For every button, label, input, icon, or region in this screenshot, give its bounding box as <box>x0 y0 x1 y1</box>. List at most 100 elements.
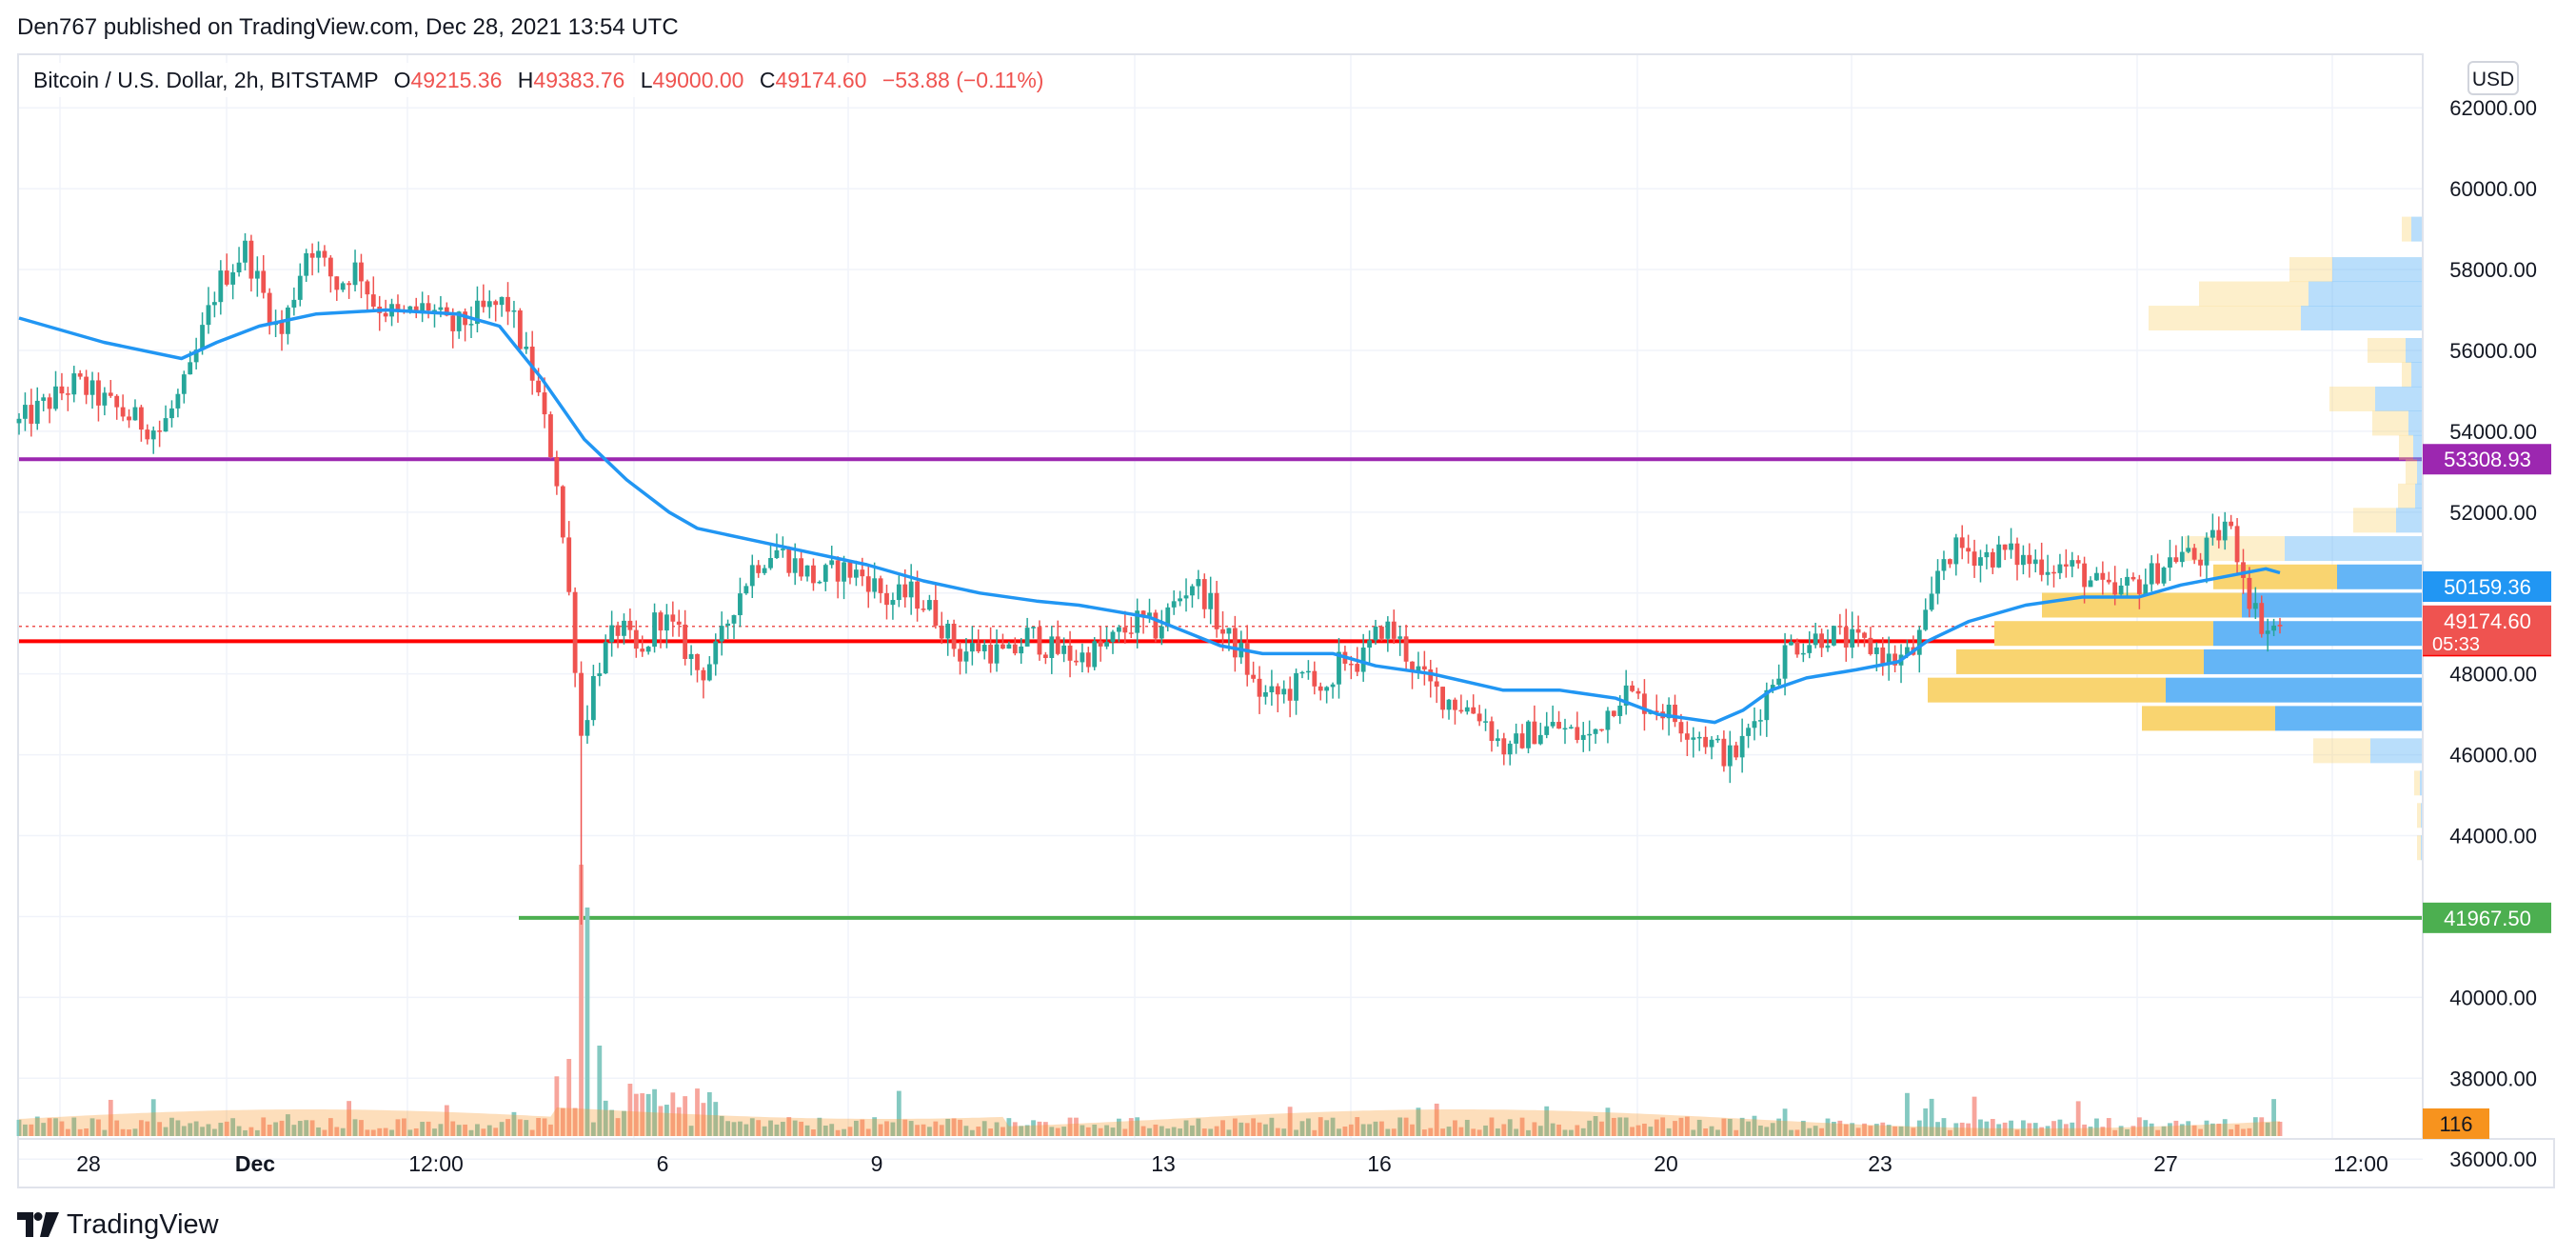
candle-body <box>2179 551 2185 563</box>
vp-up-bar <box>2402 362 2411 388</box>
candle-body <box>585 720 590 736</box>
volume-bar <box>2168 1123 2172 1136</box>
candle-body <box>1080 652 1085 663</box>
volume-badge <box>2423 1108 2489 1139</box>
candle-body <box>1862 632 1867 638</box>
volume-bar <box>1544 1106 1550 1136</box>
time-axis[interactable]: 28 Dec 12:00 6 9 13 16 20 23 27 12:00 <box>17 1138 2555 1176</box>
volume-bar <box>322 1129 327 1136</box>
candle-body <box>1360 648 1366 672</box>
volume-bar <box>188 1123 193 1136</box>
candle-body <box>529 346 535 381</box>
candle-body <box>1171 601 1177 608</box>
candle-body <box>2209 529 2215 538</box>
candle-body <box>1251 674 1257 679</box>
candle-body <box>1159 626 1164 639</box>
candle-body <box>2130 576 2136 580</box>
green-support-badge-label: 41967.50 <box>2444 907 2531 930</box>
symbol-title[interactable]: Bitcoin / U.S. Dollar, 2h, BITSTAMP <box>33 68 379 92</box>
volume-bar <box>1684 1116 1690 1136</box>
candle-body <box>1397 636 1403 639</box>
candle-body <box>817 581 822 584</box>
volume-bar <box>822 1125 828 1136</box>
candle-body <box>860 569 865 577</box>
last-price-badge <box>2423 605 2551 655</box>
candle-body <box>1794 641 1800 655</box>
volume-bar <box>34 1116 40 1136</box>
candle-body <box>347 283 352 286</box>
volume-bar <box>658 1106 664 1136</box>
candle-body <box>1214 592 1219 629</box>
price-tick-label: 58000.00 <box>2449 258 2537 282</box>
currency-button[interactable]: USD <box>2467 61 2519 95</box>
candle-body <box>1495 738 1500 742</box>
volume-bar <box>1061 1127 1067 1136</box>
volume-bar <box>1770 1123 1775 1136</box>
candle-body <box>878 578 883 593</box>
volume-bar <box>481 1128 486 1136</box>
volume-bar <box>1978 1119 1983 1136</box>
candle-body <box>1067 645 1073 661</box>
volume-bar <box>1183 1120 1189 1136</box>
candle-body <box>542 392 547 415</box>
candle-body <box>1630 685 1635 691</box>
tradingview-logo[interactable]: TradingView <box>17 1202 219 1247</box>
candle-body <box>1832 626 1836 646</box>
candle-body <box>2155 563 2161 584</box>
low-value: 49000.00 <box>652 68 744 92</box>
volume-bar <box>706 1091 712 1136</box>
volume-bar <box>1367 1124 1372 1136</box>
candle-body <box>1813 633 1818 646</box>
volume-bar <box>2229 1128 2234 1136</box>
candle-body <box>1575 727 1580 740</box>
volume-bar <box>683 1096 688 1136</box>
candle-body <box>243 240 248 263</box>
volume-profile <box>1928 216 2423 861</box>
volume-bar <box>1789 1129 1793 1136</box>
candle-body <box>1098 641 1103 647</box>
volume-bar <box>2155 1129 2161 1136</box>
candle-body <box>206 305 211 326</box>
volume-bar <box>1776 1118 1782 1136</box>
volume-bar <box>2241 1128 2246 1136</box>
vp-up-bar <box>2149 306 2301 331</box>
candle-body <box>1654 710 1659 713</box>
volume-bar <box>1673 1121 1677 1136</box>
candle-body <box>2136 579 2142 594</box>
grid-lines <box>19 55 2423 1160</box>
candle-body <box>304 252 309 276</box>
candle-body <box>688 653 694 659</box>
candle-body <box>933 600 939 626</box>
volume-bar <box>1348 1124 1354 1136</box>
volume-bar <box>1440 1128 1446 1136</box>
volume-bar <box>1739 1117 1745 1136</box>
volume-bar <box>2265 1122 2270 1136</box>
candle-body <box>676 621 682 625</box>
candle-body <box>1611 710 1616 716</box>
volume-bar <box>627 1084 633 1136</box>
time-tick-label: 12:00 <box>408 1151 464 1176</box>
candle-body <box>1055 636 1060 654</box>
candle-body <box>420 303 426 312</box>
candle-body <box>2234 526 2240 563</box>
volume-bar <box>2191 1125 2197 1136</box>
volume-bar <box>2204 1120 2209 1136</box>
time-tick-label: 16 <box>1367 1151 1392 1176</box>
candle-body <box>1196 579 1201 587</box>
candle-body <box>2143 584 2149 594</box>
candle-body <box>2082 563 2087 588</box>
candle-body <box>145 429 150 440</box>
vp-down-bar <box>2417 459 2423 485</box>
volume-bar <box>1611 1117 1616 1136</box>
volume-bar <box>842 1128 846 1136</box>
volume-bar <box>645 1093 651 1136</box>
candle-body <box>132 407 138 421</box>
vp-up-bar <box>1994 621 2213 647</box>
candle-body <box>1232 628 1238 658</box>
vp-up-bar <box>2372 410 2408 436</box>
candle-body <box>2002 544 2008 550</box>
volume-bar <box>2075 1101 2081 1136</box>
candle-body <box>1489 721 1495 742</box>
volume-bar <box>1972 1096 1977 1136</box>
